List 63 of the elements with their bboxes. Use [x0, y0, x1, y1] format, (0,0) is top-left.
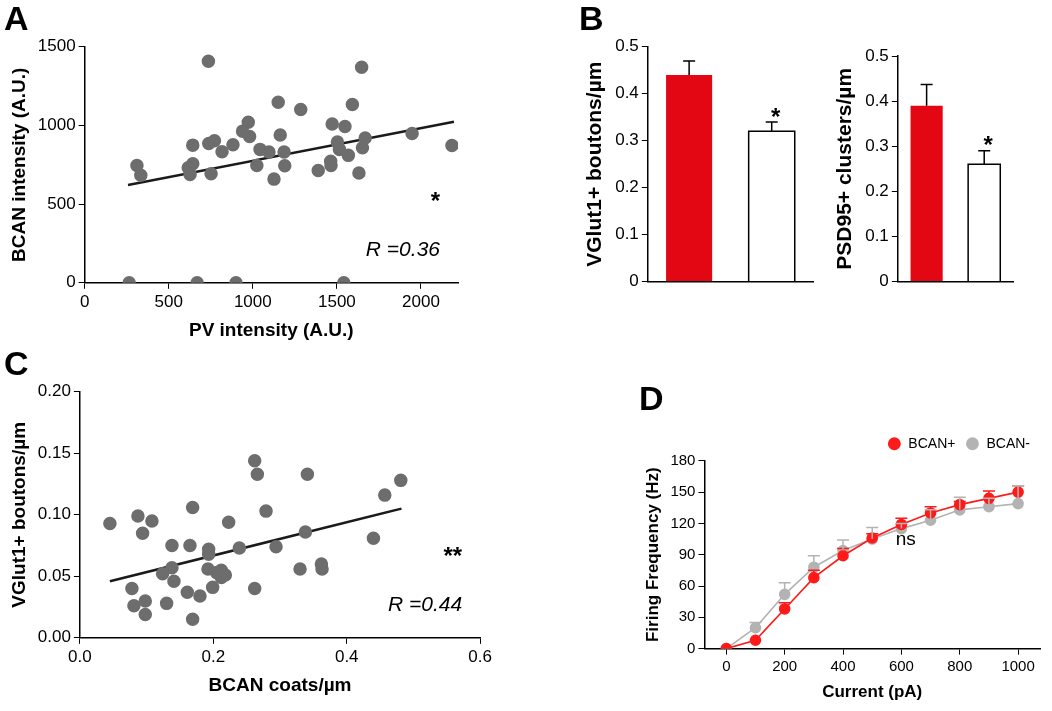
- y-tick-label: 1000: [37, 115, 76, 135]
- x-tick-label: 600: [888, 656, 914, 674]
- x-tick-label: 1000: [233, 291, 272, 311]
- y-tick-label: 0.15: [37, 442, 71, 462]
- y-tick-label: 0.1: [615, 224, 639, 244]
- y-tick-label: 150: [670, 482, 696, 500]
- x-axis-title: BCAN coats/µm: [208, 673, 352, 695]
- y-tick-label: 0.05: [37, 565, 71, 585]
- y-tick-label: 120: [670, 513, 696, 531]
- chart-title: D: [639, 378, 664, 417]
- y-tick-label: 0.4: [615, 83, 639, 103]
- y-tick-label: 0.4: [865, 90, 889, 110]
- x-axis-title: Current (pA): [822, 682, 923, 702]
- y-tick-label: 0.20: [37, 381, 71, 401]
- annotation: *: [983, 131, 994, 159]
- y-tick-label: 30: [678, 607, 696, 625]
- x-tick-label: 0.2: [201, 646, 226, 666]
- y-tick-label: 0.1: [865, 226, 889, 246]
- chart-title: C: [4, 343, 29, 382]
- y-tick-label: 0.3: [615, 130, 639, 150]
- x-tick-label: 400: [830, 656, 856, 674]
- chart-title: B: [579, 0, 604, 37]
- x-tick-label: 1500: [317, 291, 356, 311]
- chart-title: A: [4, 0, 29, 37]
- y-axis-title: BCAN intensity (A.U.): [7, 67, 29, 262]
- y-tick-label: 0.00: [37, 627, 71, 647]
- x-axis-title: PV intensity (A.U.): [188, 318, 354, 340]
- y-axis-title: Firing Frequency (Hz): [642, 467, 662, 643]
- annotation: ns: [895, 527, 916, 549]
- y-tick-label: 500: [47, 193, 76, 213]
- y-tick-label: 0.2: [865, 181, 889, 201]
- annotation: *: [771, 102, 782, 130]
- y-tick-label: 1500: [37, 36, 76, 56]
- x-tick-label: 0.6: [468, 646, 492, 666]
- annotation: *: [430, 187, 441, 215]
- x-tick-label: 0: [722, 656, 731, 674]
- x-tick-label: 800: [947, 656, 973, 674]
- x-tick-label: 500: [154, 291, 183, 311]
- x-tick-label: 0.0: [68, 646, 92, 666]
- x-tick-label: 0: [79, 291, 90, 311]
- y-tick-label: 0: [66, 272, 76, 292]
- y-tick-label: 0: [879, 271, 889, 291]
- y-tick-label: 0.5: [615, 36, 639, 56]
- y-tick-label: 0.3: [865, 135, 889, 155]
- y-axis-title: VGlut1+ boutons/µm: [582, 61, 606, 267]
- y-tick-label: 60: [678, 576, 696, 594]
- y-tick-label: 90: [678, 544, 696, 562]
- legend-label: BCAN+: [908, 434, 956, 451]
- annotation: R =0.44: [388, 592, 463, 616]
- y-tick-label: 0.10: [37, 504, 71, 524]
- x-tick-label: 0.4: [334, 646, 359, 666]
- y-tick-label: 0.2: [615, 177, 639, 197]
- y-tick-label: 0.5: [865, 45, 889, 65]
- y-axis-title: PSD95+ clusters/µm: [832, 67, 856, 270]
- x-tick-label: 1000: [1001, 656, 1035, 674]
- legend-label: BCAN-: [986, 434, 1031, 451]
- annotation: R =0.36: [365, 237, 441, 261]
- y-tick-label: 0: [629, 271, 639, 291]
- y-axis-title: VGlut1+ boutons/µm: [7, 421, 29, 608]
- y-tick-label: 180: [670, 450, 696, 468]
- annotation: **: [443, 542, 463, 570]
- x-tick-label: 200: [772, 656, 798, 674]
- x-tick-label: 2000: [402, 291, 440, 311]
